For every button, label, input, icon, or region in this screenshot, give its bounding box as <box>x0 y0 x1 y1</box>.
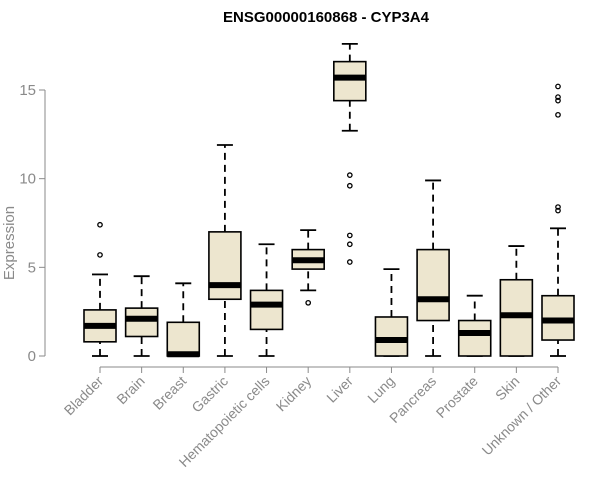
box-lung <box>374 268 409 357</box>
iqr-box <box>416 248 450 322</box>
outlier-point <box>555 94 561 100</box>
x-tick-label: Liver <box>323 373 356 406</box>
y-tick-label: 10 <box>19 171 36 188</box>
outlier-point <box>555 111 561 118</box>
outlier-point <box>346 172 353 178</box>
box-hematopoietic-cells <box>249 243 284 357</box>
outlier-point <box>555 83 561 90</box>
box-unknown-other <box>541 83 575 357</box>
box-brain <box>124 275 159 357</box>
iqr-box <box>457 319 492 357</box>
outlier-point <box>97 221 103 228</box>
x-tick-label: Brain <box>113 373 147 407</box>
x-tick-label: Bladder <box>61 373 107 419</box>
x-tick-label: Lung <box>364 373 397 406</box>
x-tick-label: Kidney <box>273 373 315 415</box>
outlier-point <box>346 259 353 265</box>
iqr-box <box>166 321 201 357</box>
box-breast <box>166 282 201 358</box>
boxes-group <box>83 42 575 358</box>
chart-title: ENSG00000160868 - CYP3A4 <box>223 9 430 26</box>
x-tick-label: Skin <box>492 373 523 404</box>
box-skin <box>499 245 534 357</box>
iqr-box <box>124 307 159 338</box>
y-tick-label: 5 <box>28 259 36 276</box>
box-kidney <box>291 229 325 306</box>
box-gastric <box>208 144 242 357</box>
x-tick-label: Breast <box>149 373 189 413</box>
box-prostate <box>457 294 492 357</box>
iqr-box <box>333 60 367 102</box>
box-bladder <box>83 221 117 357</box>
outlier-point <box>305 299 312 306</box>
iqr-box <box>208 231 242 301</box>
y-tick-label: 0 <box>28 348 36 365</box>
box-pancreas <box>416 179 450 357</box>
outlier-point <box>555 204 561 210</box>
outlier-point <box>555 97 561 104</box>
outlier-point <box>555 207 561 214</box>
box-liver <box>333 42 367 265</box>
outlier-point <box>346 241 353 248</box>
y-axis-label: Expression <box>1 206 18 280</box>
iqr-box <box>249 289 284 331</box>
y-axis: 0 5 10 15 <box>19 82 46 365</box>
outlier-point <box>346 182 353 189</box>
outlier-point <box>97 252 103 258</box>
outlier-point <box>346 232 353 239</box>
x-tick-label: Prostate <box>433 373 481 421</box>
iqr-box <box>374 316 409 357</box>
y-tick-label: 15 <box>19 82 36 99</box>
x-tick-label: Unknown / Other <box>479 373 565 459</box>
